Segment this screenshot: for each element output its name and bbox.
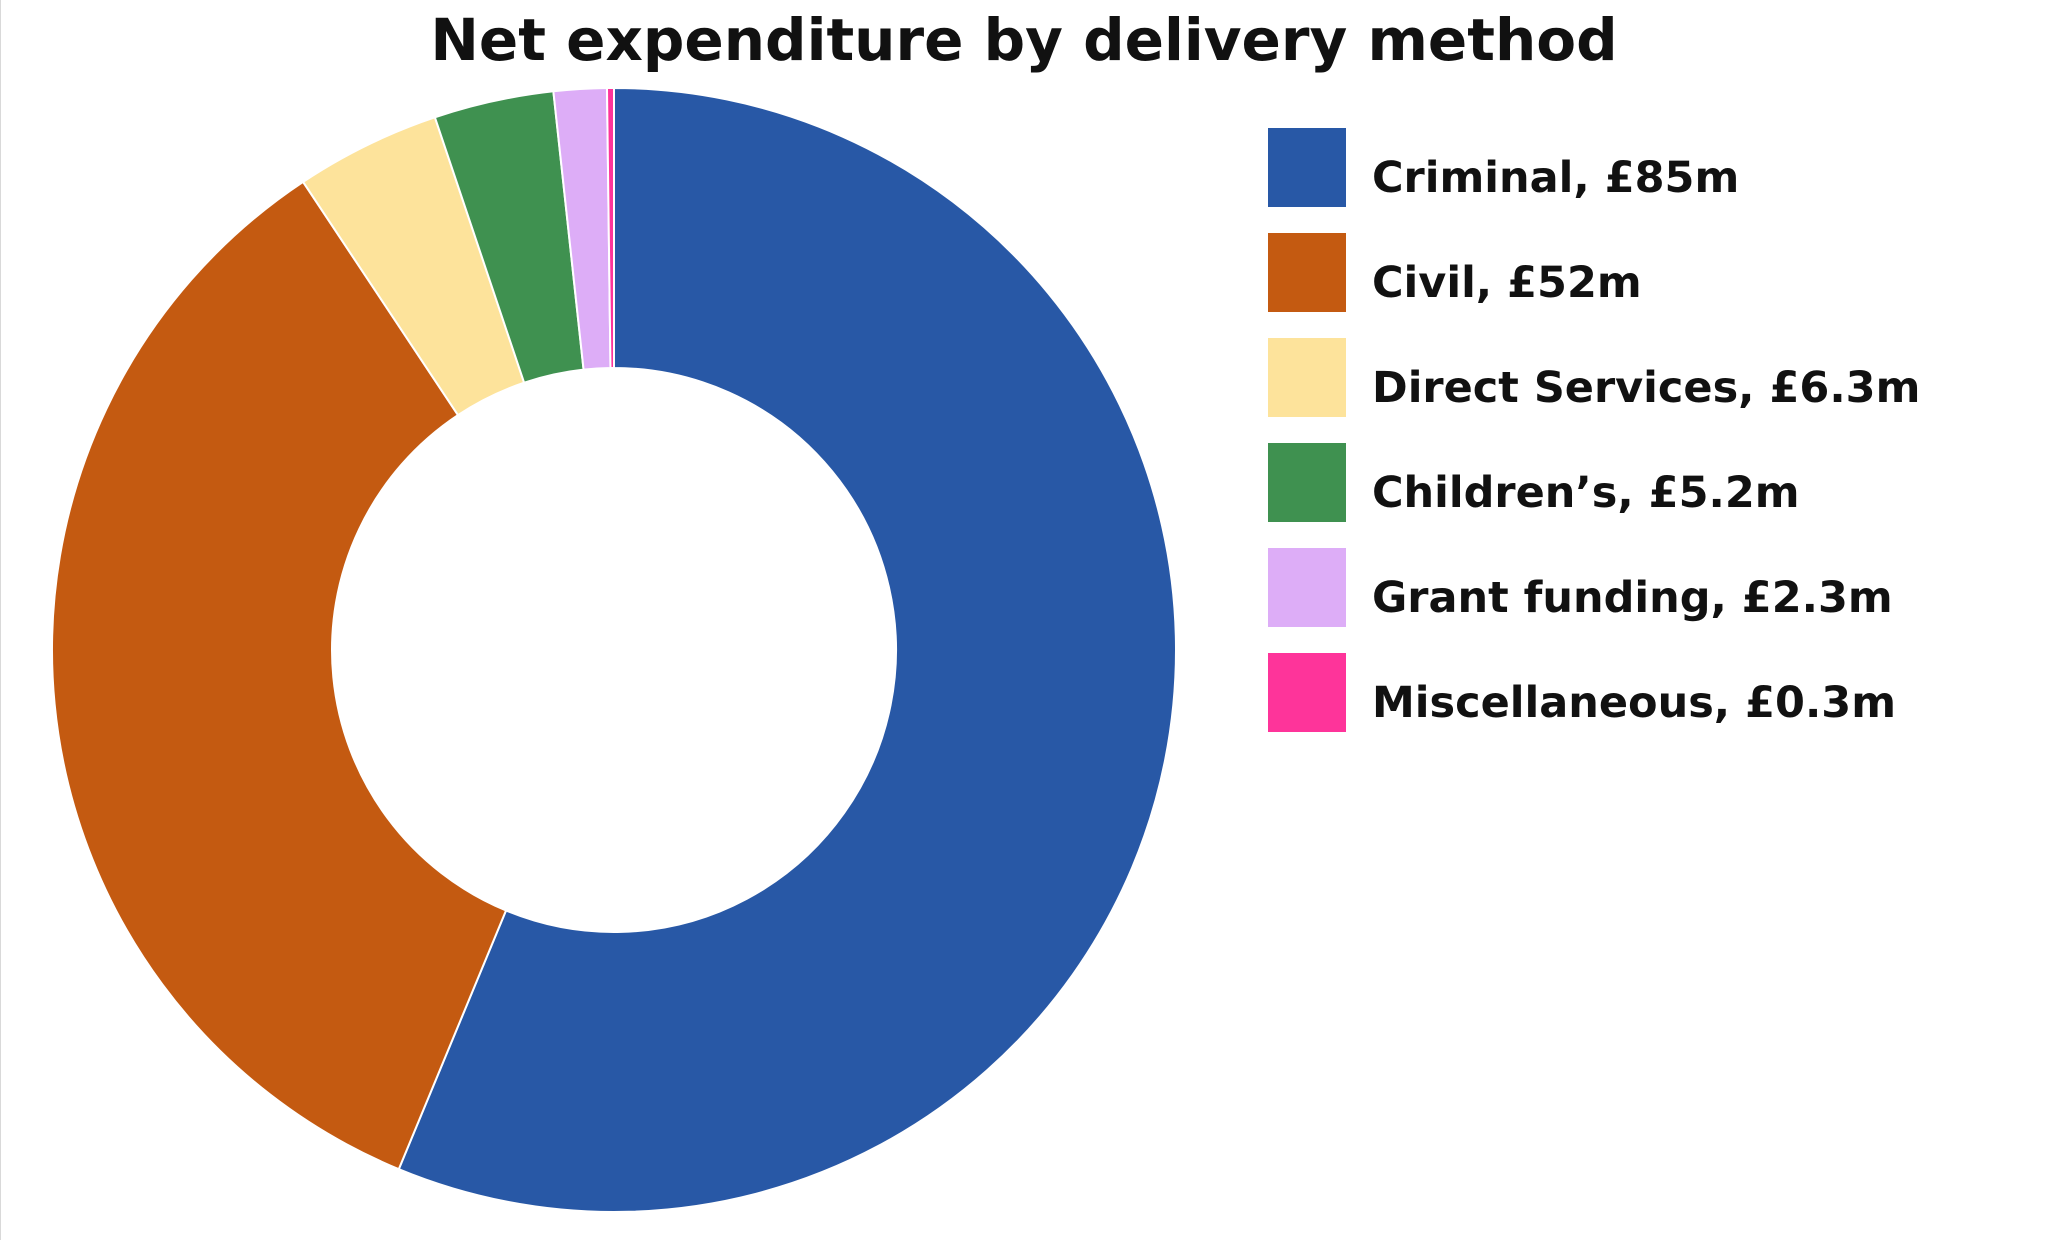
legend-label: Direct Services, £6.3m [1372, 363, 1921, 413]
legend-swatch [1268, 443, 1346, 522]
slice-civil [51, 180, 508, 1171]
chart-title: Net expenditure by delivery method [430, 6, 1618, 74]
legend-swatch [1268, 653, 1346, 732]
legend-swatch [1268, 128, 1346, 207]
legend-label: Miscellaneous, £0.3m [1372, 678, 1896, 728]
frame-edge [0, 0, 1, 1240]
legend-label: Children’s, £5.2m [1372, 468, 1800, 518]
donut-chart [51, 86, 1178, 1213]
legend-swatch [1268, 338, 1346, 417]
legend-label: Criminal, £85m [1372, 153, 1740, 203]
legend-label: Grant funding, £2.3m [1372, 573, 1893, 623]
legend-swatch [1268, 233, 1346, 312]
slice-criminal [397, 86, 1178, 1213]
slice-miscellaneous [605, 86, 615, 370]
legend-label: Civil, £52m [1372, 258, 1642, 308]
legend-swatch [1268, 548, 1346, 627]
